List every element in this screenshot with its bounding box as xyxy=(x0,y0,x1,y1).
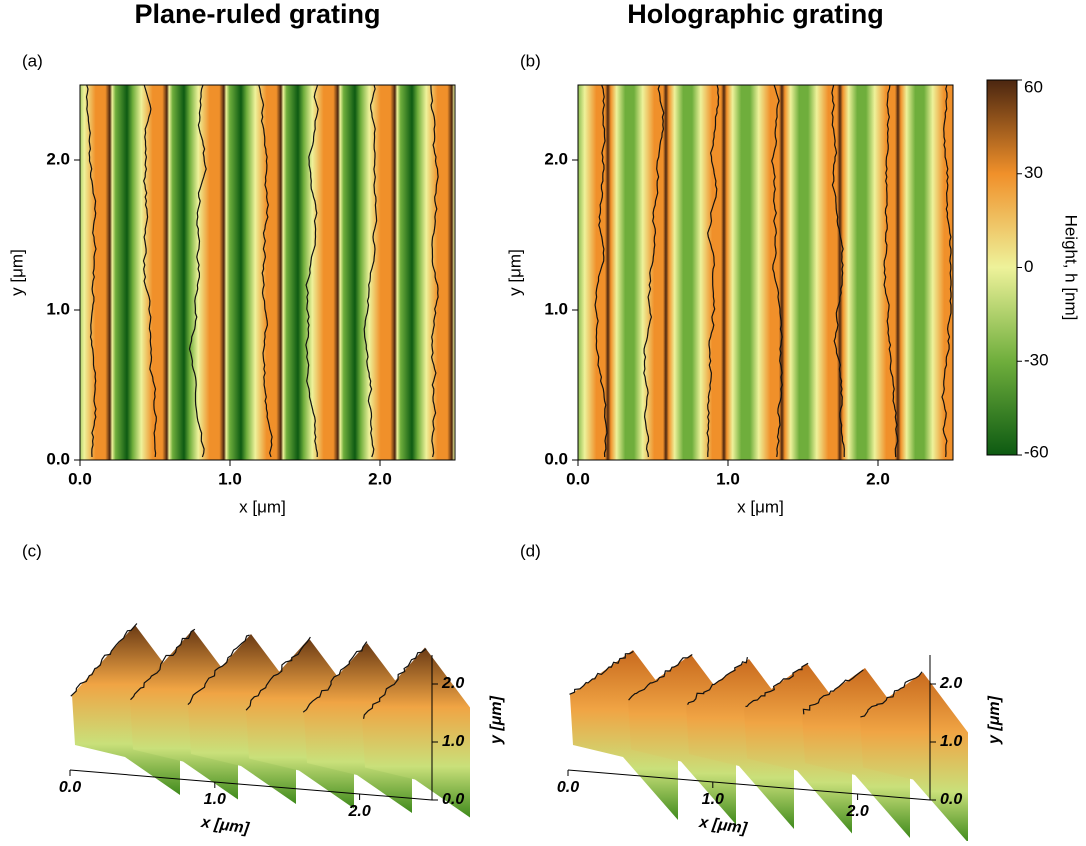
y-tick-label: 0.0 xyxy=(544,449,568,468)
y-tick-label: 0.0 xyxy=(46,449,70,468)
height-map xyxy=(578,85,953,460)
x-tick-label: 2.0 xyxy=(347,803,370,820)
x-axis-label: x [μm] xyxy=(737,497,784,516)
x-tick-label: 0.0 xyxy=(557,779,579,796)
colorbar-tick-label: -30 xyxy=(1024,351,1049,370)
y-axis-label: y [μm] xyxy=(986,695,1003,745)
panel-label: (c) xyxy=(22,541,42,560)
y-tick-label: 0.0 xyxy=(940,791,962,808)
x-tick-label: 0.0 xyxy=(68,469,92,488)
x-axis-label: x [μm] xyxy=(199,814,250,838)
y-tick-label: 2.0 xyxy=(544,149,568,168)
colorbar-tick-label: -60 xyxy=(1024,442,1049,461)
panel-label: (d) xyxy=(520,541,541,560)
x-tick-label: 1.0 xyxy=(716,469,740,488)
x-tick-label: 1.0 xyxy=(204,791,226,808)
figure: Plane-ruled grating (a) 0.0 1.0 2.0 0.0 1.0 2.0… xyxy=(0,0,1086,841)
panel-label: (a) xyxy=(22,51,43,70)
y-axis-label: y [μm] xyxy=(505,249,524,296)
column-title: Plane-ruled grating xyxy=(134,0,380,29)
y-tick-label: 2.0 xyxy=(939,675,962,692)
y-axis-label: y [μm] xyxy=(488,695,505,745)
y-tick-label: 2.0 xyxy=(46,149,70,168)
x-tick-label: 1.0 xyxy=(218,469,242,488)
y-tick-label: 1.0 xyxy=(940,733,962,750)
x-tick-label: 0.0 xyxy=(566,469,590,488)
colorbar-tick-label: 60 xyxy=(1024,77,1043,96)
y-tick-label: 2.0 xyxy=(441,675,464,692)
x-tick-label: 2.0 xyxy=(368,469,392,488)
y-tick-label: 1.0 xyxy=(544,299,568,318)
y-tick-label: 1.0 xyxy=(46,299,70,318)
height-map xyxy=(80,85,455,460)
column-title: Holographic grating xyxy=(627,0,884,29)
x-tick-label: 2.0 xyxy=(866,469,890,488)
y-tick-label: 1.0 xyxy=(442,733,464,750)
y-tick-label: 0.0 xyxy=(442,791,464,808)
colorbar-tick-label: 30 xyxy=(1024,163,1043,182)
colorbar-label: Height, h [nm] xyxy=(1062,215,1081,321)
panel-label: (b) xyxy=(520,51,541,70)
x-tick-label: 2.0 xyxy=(845,803,868,820)
colorbar-tick-label: 0 xyxy=(1024,257,1033,276)
y-axis-label: y [μm] xyxy=(7,249,26,296)
x-axis-label: x [μm] xyxy=(697,814,748,838)
x-axis-label: x [μm] xyxy=(239,497,286,516)
x-tick-label: 0.0 xyxy=(59,779,81,796)
colorbar xyxy=(987,80,1017,455)
x-tick-label: 1.0 xyxy=(702,791,724,808)
